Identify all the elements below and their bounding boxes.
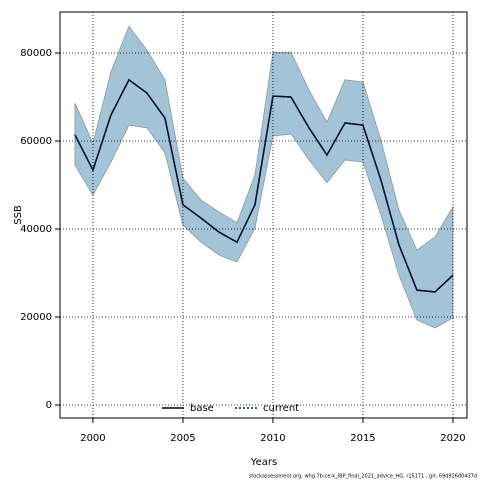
x-axis-label: Years [250, 457, 277, 468]
y-tick-label: 60000 [20, 136, 52, 147]
y-tick-label: 80000 [20, 48, 52, 59]
x-tick-label: 2020 [440, 433, 465, 444]
y-tick-label: 20000 [20, 312, 52, 323]
legend-label: base [190, 403, 214, 414]
y-axis-label: SSB [13, 205, 24, 225]
x-tick-label: 2015 [350, 433, 375, 444]
legend-label: current [263, 403, 299, 414]
plot-frame [59, 11, 468, 419]
series-line [74, 78, 454, 293]
y-tick-label: 40000 [20, 224, 52, 235]
x-tick-label: 2010 [260, 433, 285, 444]
x-tick-label: 2005 [170, 433, 195, 444]
y-tick-label: 0 [46, 400, 52, 411]
confidence-band [74, 25, 454, 329]
x-tick-label: 2000 [80, 433, 105, 444]
footnote: stockassessment.org, whg.7b-ce-k_IBP_fin… [249, 474, 477, 480]
